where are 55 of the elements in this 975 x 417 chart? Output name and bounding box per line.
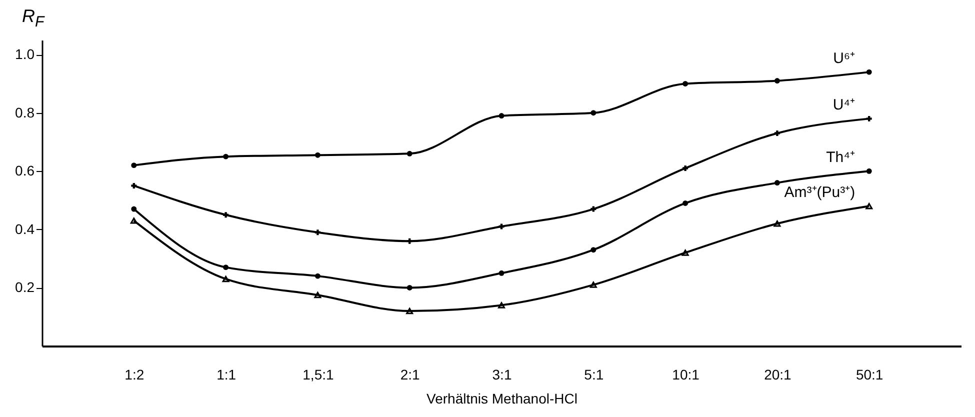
point — [498, 270, 504, 276]
point — [131, 206, 137, 212]
point — [406, 284, 412, 290]
point — [314, 273, 320, 279]
x-tick-label: 3:1 — [492, 366, 512, 382]
point — [682, 165, 688, 171]
y-tick-label: 0.2 — [15, 279, 35, 296]
point — [498, 113, 504, 119]
point — [131, 182, 137, 188]
x-tick-label: 1:1 — [216, 366, 236, 382]
point — [223, 264, 229, 270]
point — [774, 180, 780, 186]
y-axis-title: R$_{F}$ — [22, 6, 44, 31]
x-tick-label: 1,5:1 — [302, 366, 334, 382]
point — [682, 200, 688, 206]
point — [590, 282, 597, 288]
point — [222, 276, 230, 282]
x-tick-label: 2:1 — [400, 366, 420, 382]
point — [406, 238, 412, 244]
point — [130, 218, 138, 224]
point — [590, 247, 596, 253]
series-label: Am³⁺(Pu³⁺) — [784, 184, 856, 202]
point — [406, 150, 412, 156]
x-tick-label: 1:2 — [124, 366, 144, 382]
series-label: Th⁴⁺ — [826, 149, 856, 166]
x-tick-label: 10:1 — [672, 366, 700, 382]
point — [682, 250, 689, 256]
point — [774, 78, 780, 84]
point — [406, 308, 414, 314]
point — [314, 292, 322, 298]
y-tick-label: 0.6 — [15, 162, 35, 179]
point — [131, 162, 137, 168]
point — [866, 202, 873, 210]
x-tick-label: 50:1 — [856, 366, 884, 382]
point — [866, 168, 872, 174]
series-label: U⁶⁺ — [833, 50, 856, 68]
point — [223, 212, 229, 218]
point — [682, 80, 688, 86]
x-axis-title: Verhältnis Methanol-HCl — [426, 390, 578, 406]
y-tick-label: 0.4 — [15, 220, 35, 237]
point — [774, 220, 781, 227]
point — [314, 152, 320, 158]
x-tick-label: 5:1 — [584, 366, 604, 382]
point — [590, 206, 596, 212]
point — [866, 116, 872, 122]
point — [314, 230, 320, 236]
point — [774, 130, 780, 136]
y-tick-label: 1.0 — [15, 46, 35, 62]
point — [590, 110, 596, 116]
y-tick-label: 0.8 — [15, 104, 35, 120]
series-label: U⁴⁺ — [832, 96, 856, 114]
point — [223, 154, 229, 160]
point — [866, 69, 872, 75]
x-tick-label: 20:1 — [764, 366, 792, 382]
point — [498, 302, 505, 308]
